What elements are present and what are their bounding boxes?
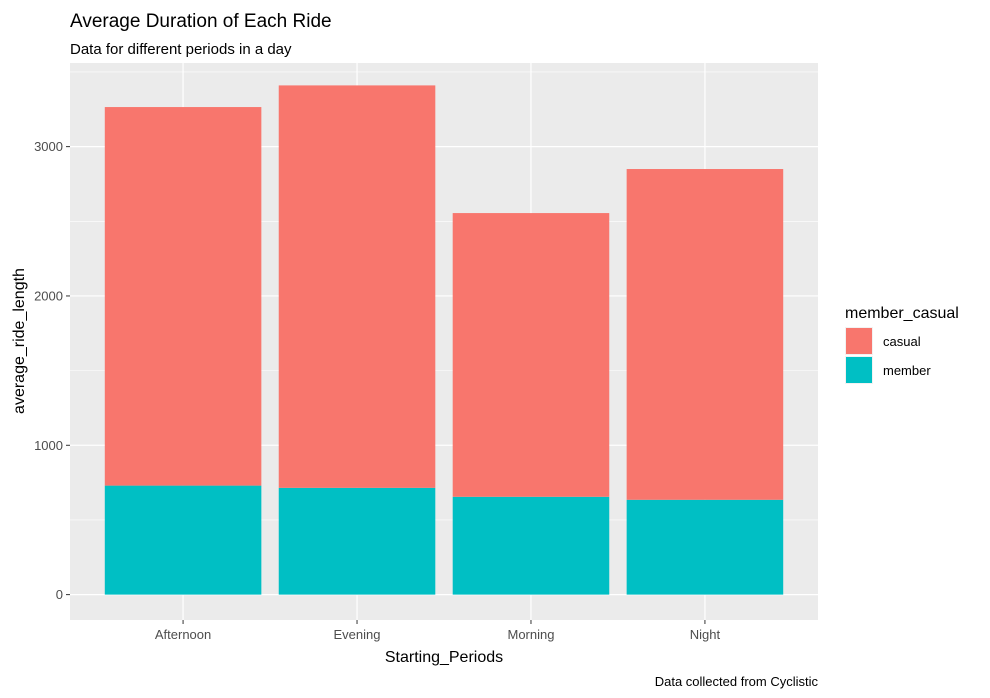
bar-casual-evening [278,85,436,488]
chart-caption: Data collected from Cyclistic [655,674,819,689]
x-tick-label: Evening [334,627,381,642]
y-tick-label: 0 [56,587,63,602]
x-tick-label: Morning [507,627,554,642]
legend: member_casual casual member [845,305,959,384]
bar-member-evening [278,487,436,595]
legend-swatch-casual [846,328,872,354]
bar-member-afternoon [104,485,262,595]
bars [104,85,784,595]
legend-title: member_casual [845,305,959,322]
x-axis: Afternoon Evening Morning Night [155,620,721,642]
chart-title: Average Duration of Each Ride [70,11,332,32]
x-axis-label: Starting_Periods [385,649,503,666]
x-tick-label: Afternoon [155,627,211,642]
y-tick-label: 1000 [34,438,63,453]
bar-member-morning [452,496,610,595]
y-tick-label: 2000 [34,288,63,303]
y-axis: 0 1000 2000 3000 [34,139,70,602]
legend-label-member: member [883,363,931,378]
bar-casual-night [626,169,784,500]
legend-swatch-member [846,357,872,383]
bar-member-night [626,499,784,595]
y-tick-label: 3000 [34,139,63,154]
bar-casual-afternoon [104,107,262,486]
y-axis-label: average_ride_length [11,268,28,414]
x-tick-label: Night [690,627,721,642]
chart-subtitle: Data for different periods in a day [70,41,292,58]
legend-label-casual: casual [883,334,921,349]
bar-casual-morning [452,213,610,497]
